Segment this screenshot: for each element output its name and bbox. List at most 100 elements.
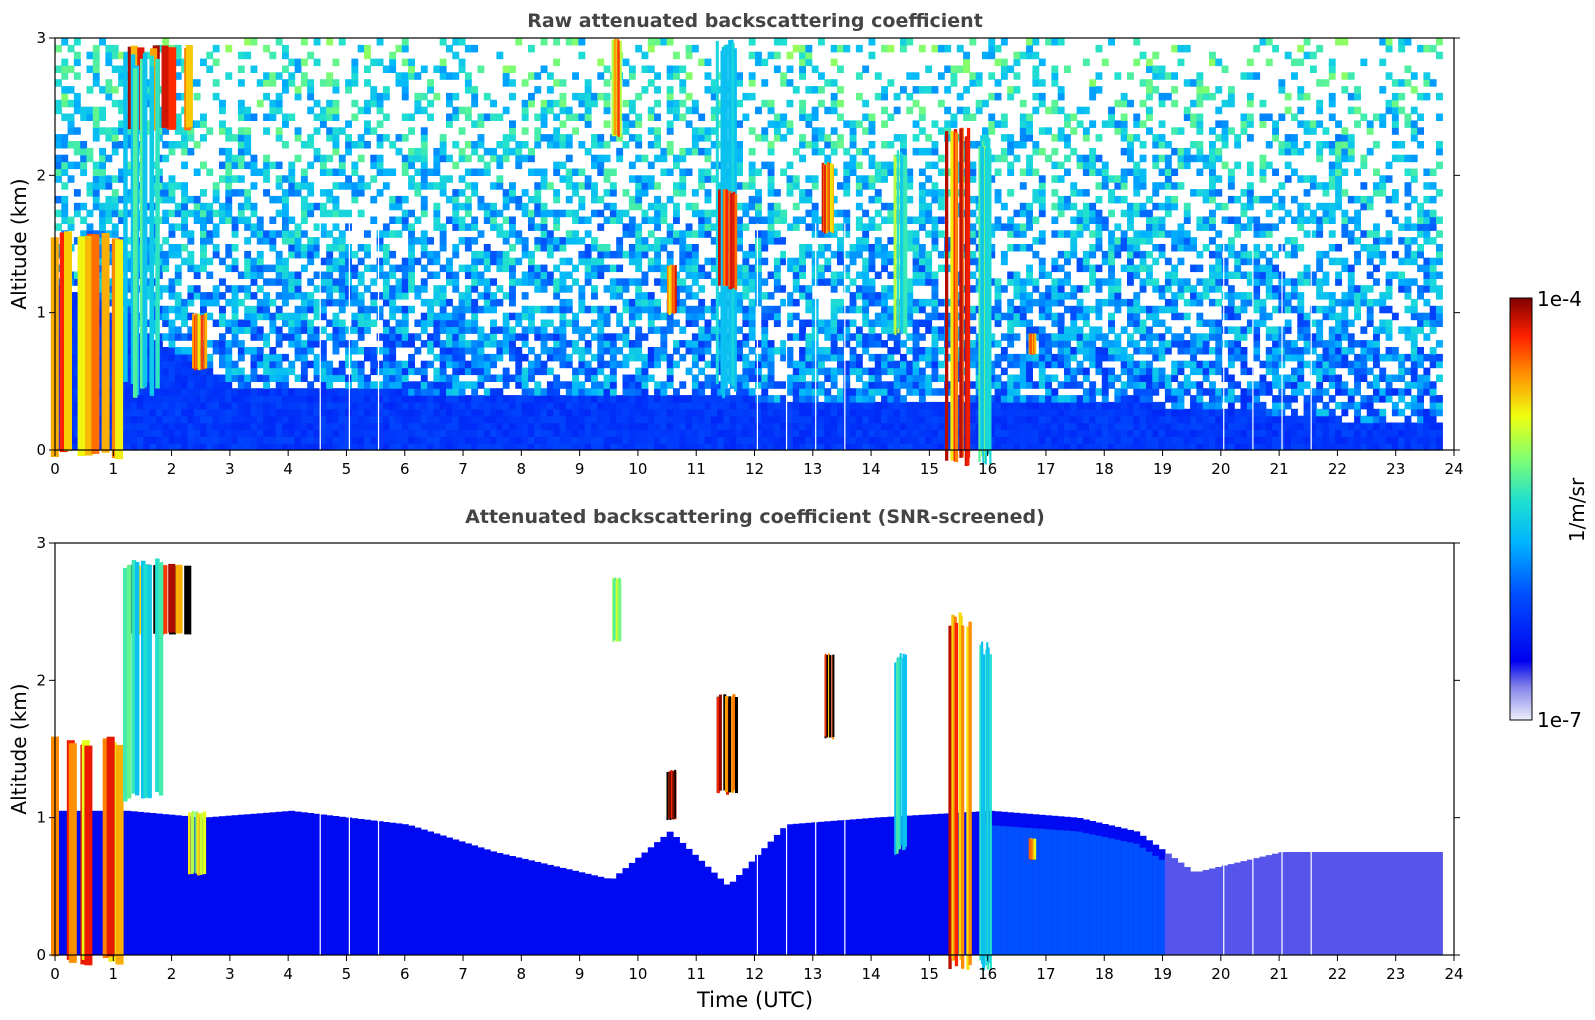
heatmap-cell xyxy=(61,154,69,163)
heatmap-cell xyxy=(452,305,460,314)
heatmap-cell xyxy=(679,168,687,176)
heatmap-cell xyxy=(332,223,340,231)
heatmap-cell xyxy=(565,230,573,238)
heatmap-cell xyxy=(597,312,605,321)
heatmap-cell xyxy=(464,367,472,376)
heatmap-cell xyxy=(742,388,750,396)
heatmap-cell xyxy=(780,38,788,46)
heatmap-cell xyxy=(767,182,775,190)
heatmap-cell xyxy=(918,182,926,190)
heatmap-cell xyxy=(105,195,113,204)
heatmap-cell xyxy=(553,429,561,437)
heatmap-cell xyxy=(174,182,182,190)
heatmap-cell xyxy=(439,58,447,67)
heatmap-cell xyxy=(609,168,617,176)
heatmap-cell xyxy=(685,223,693,231)
heatmap-cell xyxy=(219,443,226,451)
heatmap-cell xyxy=(174,333,182,341)
heatmap-cell xyxy=(250,38,258,46)
heatmap-cell xyxy=(357,298,365,307)
heatmap-cell xyxy=(212,244,220,252)
heatmap-cell xyxy=(477,141,485,149)
heatmap-cell xyxy=(439,285,447,293)
heatmap-cell xyxy=(294,333,302,341)
heatmap-cell xyxy=(748,92,756,101)
heatmap-cell xyxy=(490,395,497,403)
heatmap-cell xyxy=(496,340,504,348)
heatmap-cell xyxy=(408,250,415,259)
heatmap-cell xyxy=(786,347,794,355)
heatmap-cell xyxy=(887,285,895,293)
heatmap-cell xyxy=(887,381,895,389)
heatmap-cell xyxy=(698,408,706,417)
heatmap-cell xyxy=(887,415,895,424)
heatmap-cell xyxy=(307,422,315,430)
heatmap-cell xyxy=(326,395,334,403)
heatmap-cell xyxy=(446,422,453,430)
heatmap-cell xyxy=(502,147,510,156)
heatmap-cell xyxy=(149,436,157,444)
heatmap-cell xyxy=(565,257,573,266)
heatmap-cell xyxy=(162,154,170,163)
heatmap-cell xyxy=(345,292,352,300)
heatmap-cell xyxy=(597,92,605,101)
heatmap-cell xyxy=(830,305,838,314)
heatmap-cell xyxy=(521,367,529,376)
heatmap-cell xyxy=(666,374,674,382)
heatmap-cell xyxy=(490,401,497,410)
heatmap-cell xyxy=(67,223,75,231)
heatmap-cell xyxy=(174,436,182,444)
heatmap-cell xyxy=(521,422,529,430)
heatmap-cell xyxy=(86,106,94,115)
heatmap-cell xyxy=(370,381,378,389)
heatmap-cell xyxy=(843,175,851,183)
heatmap-cell xyxy=(603,422,611,430)
heatmap-cell xyxy=(521,202,529,211)
heatmap-cell xyxy=(622,340,630,348)
heatmap-cell xyxy=(282,141,289,149)
heatmap-cell xyxy=(193,422,201,430)
heatmap-cell xyxy=(622,388,630,396)
heatmap-cell xyxy=(799,436,806,444)
heatmap-cell xyxy=(319,113,327,121)
heatmap-cell xyxy=(918,408,926,417)
heatmap-cell xyxy=(710,312,718,321)
heatmap-cell xyxy=(893,134,901,142)
heatmap-cell xyxy=(578,422,586,430)
heatmap-cell xyxy=(792,298,800,307)
heatmap-cell xyxy=(761,388,769,396)
heatmap-cell xyxy=(162,353,170,362)
heatmap-cell xyxy=(534,189,542,197)
heatmap-cell xyxy=(647,175,655,183)
heatmap-cell xyxy=(799,51,806,60)
heatmap-cell xyxy=(546,381,554,389)
heatmap-cell xyxy=(799,408,806,417)
heatmap-cell xyxy=(231,388,239,396)
heatmap-cell xyxy=(458,202,466,211)
heatmap-cell xyxy=(528,401,535,410)
heatmap-cell xyxy=(370,298,378,307)
heatmap-cell xyxy=(805,141,813,149)
heatmap-cell xyxy=(338,285,346,293)
heatmap-cell xyxy=(168,230,176,238)
heatmap-cell xyxy=(742,381,750,389)
heatmap-cell xyxy=(912,271,920,279)
heatmap-cell xyxy=(578,360,586,369)
heatmap-cell xyxy=(565,395,573,403)
heatmap-cell xyxy=(294,319,302,327)
heatmap-cell xyxy=(395,216,403,224)
heatmap-cell xyxy=(168,319,176,327)
heatmap-cell xyxy=(780,285,788,293)
heatmap-cell xyxy=(483,92,491,101)
heatmap-cell xyxy=(937,99,945,108)
heatmap-cell xyxy=(357,367,365,376)
heatmap-cell xyxy=(660,312,668,321)
heatmap-cell xyxy=(666,168,674,176)
heatmap-cell xyxy=(773,209,781,218)
heatmap-cell xyxy=(420,395,428,403)
heatmap-cell xyxy=(931,312,939,321)
heatmap-cell xyxy=(931,44,939,53)
heatmap-cell xyxy=(565,271,573,279)
heatmap-cell xyxy=(780,209,788,218)
heatmap-cell xyxy=(464,340,472,348)
